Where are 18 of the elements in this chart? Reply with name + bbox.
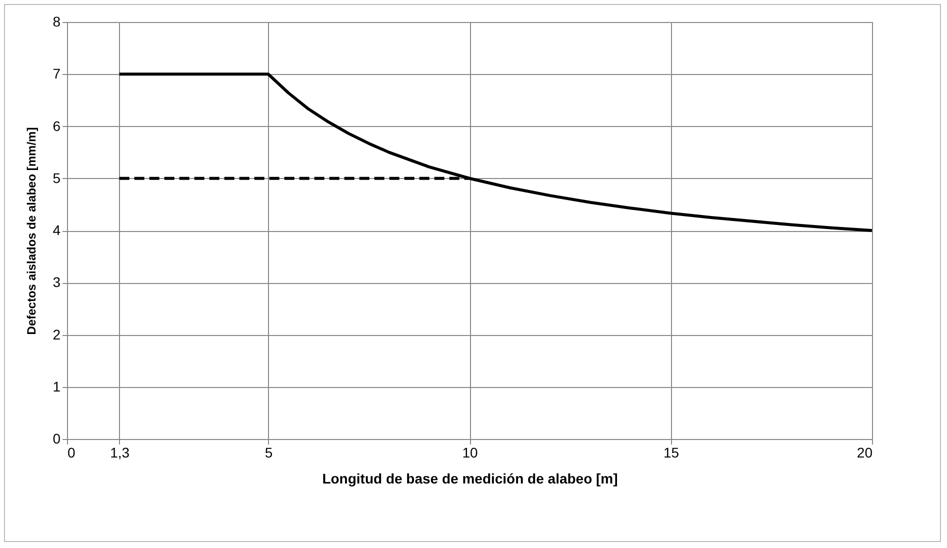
line-series <box>118 72 872 232</box>
x-tick-label: 0 <box>68 444 76 460</box>
y-tick-label: 2 <box>52 326 61 342</box>
y-axis-title: Defectos aislados de alabeo [mm/m] <box>24 127 39 335</box>
y-tick-label: 1 <box>52 378 61 394</box>
y-tick-label: 4 <box>52 222 61 238</box>
y-tick-label: 7 <box>52 66 61 82</box>
y-tick-label: 8 <box>52 14 61 30</box>
y-tick-label: 5 <box>52 170 61 186</box>
x-axis-title: Longitud de base de medición de alabeo [m] <box>322 470 618 486</box>
x-tick-label: 10 <box>462 444 478 460</box>
x-tick-label: 1,3 <box>110 444 130 460</box>
x-tick-label: 20 <box>856 444 873 460</box>
y-tick-label: 0 <box>52 430 61 446</box>
y-tick-label: 3 <box>52 274 61 290</box>
y-tick-label: 6 <box>52 118 61 134</box>
x-tick-label: 5 <box>264 444 273 460</box>
x-tick-label: 15 <box>663 444 680 460</box>
